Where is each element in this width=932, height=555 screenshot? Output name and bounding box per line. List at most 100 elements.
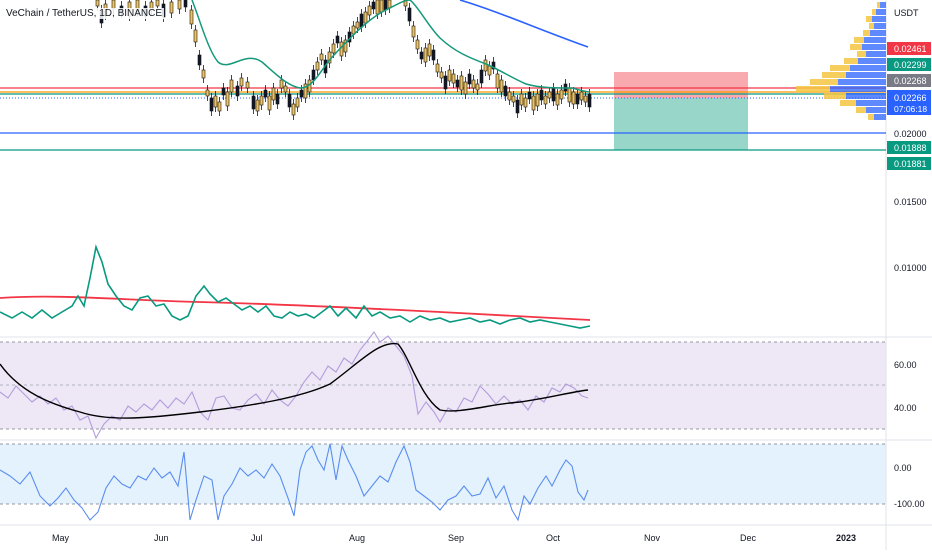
- volume-profile-bar-up: [838, 79, 886, 85]
- volume-profile-bar-down: [877, 2, 880, 8]
- symbol-separator: ,: [112, 8, 118, 19]
- candle-body: [467, 73, 472, 85]
- rsi-ma-line: [0, 342, 589, 419]
- candle-body: [463, 81, 468, 95]
- candle-body: [583, 95, 588, 103]
- candle-body: [299, 89, 304, 98]
- volume-profile-bar-down: [868, 114, 874, 120]
- candle-body: [359, 13, 364, 28]
- candle-body: [303, 83, 308, 99]
- candle-body: [443, 75, 448, 90]
- svg-text:07:06:18: 07:06:18: [894, 104, 927, 114]
- candle-body: [459, 75, 464, 91]
- candle-body: [579, 91, 584, 101]
- candle-body: [571, 91, 576, 105]
- candle-body: [169, 1, 174, 14]
- candle-body: [271, 87, 276, 101]
- candle-body: [343, 39, 348, 53]
- candle-body: [451, 73, 456, 84]
- volume-profile: [796, 2, 886, 120]
- rsi-tick-label: 60.00: [894, 360, 917, 370]
- symbol-exchange: BINANCE: [117, 8, 163, 19]
- volume-profile-bar-up: [872, 16, 886, 22]
- candle-body: [547, 91, 552, 99]
- candle-body: [189, 9, 194, 25]
- candle-body: [225, 91, 230, 107]
- candle-body: [259, 95, 264, 106]
- svg-text:0.02266: 0.02266: [894, 93, 927, 103]
- symbol-title[interactable]: VeChain / TetherUS, 1D, BINANCE: [4, 8, 165, 19]
- candle-body: [367, 5, 372, 16]
- candle-body: [491, 61, 496, 70]
- candle-body: [519, 93, 524, 106]
- candle-body: [511, 95, 516, 103]
- ema-short-line: [191, 0, 591, 93]
- volume-profile-bar-up: [864, 37, 886, 43]
- volume-profile-bar-up: [866, 51, 886, 57]
- volume-profile-bar-up: [846, 93, 886, 99]
- candle-body: [455, 79, 460, 88]
- candle-body: [555, 93, 560, 106]
- price-tag-level[interactable]: 0.02268: [887, 74, 931, 87]
- volume-profile-bar-up: [862, 44, 886, 50]
- candle-body: [267, 95, 272, 111]
- svg-text:0.02268: 0.02268: [894, 76, 927, 86]
- candle-body: [205, 89, 210, 97]
- candle-body: [471, 79, 476, 89]
- candle-body: [221, 87, 226, 96]
- candle-body: [435, 63, 440, 73]
- price-tag-current[interactable]: 0.02266 07:06:18: [887, 90, 931, 115]
- candle-body: [415, 39, 420, 50]
- candle-body: [407, 7, 412, 22]
- volume-profile-bar-up: [880, 2, 886, 8]
- candle-body: [499, 79, 504, 93]
- candle-body: [479, 69, 484, 84]
- candle-body: [531, 95, 536, 111]
- volume-profile-bar-down: [857, 51, 866, 57]
- rsi-tick-label: 40.00: [894, 403, 917, 413]
- candle-body: [419, 51, 424, 60]
- candle-body: [279, 79, 284, 89]
- candle-body: [523, 97, 528, 108]
- volume-profile-bar-up: [870, 30, 886, 36]
- volume-profile-bar-up: [830, 86, 886, 92]
- candle-body: [217, 101, 222, 112]
- volume-profile-bar-up: [856, 100, 886, 106]
- candle-body: [193, 29, 198, 43]
- position-target-zone[interactable]: [614, 98, 748, 150]
- time-label: Nov: [644, 533, 661, 543]
- candle-body: [201, 69, 206, 79]
- candle-body: [209, 97, 214, 112]
- volume-profile-bar-down: [850, 44, 862, 50]
- candle-body: [295, 97, 300, 108]
- rsi-line: [0, 331, 589, 440]
- candle-body: [263, 89, 268, 98]
- svg-text:0.02461: 0.02461: [894, 44, 927, 54]
- volume-profile-bar-up: [874, 23, 886, 29]
- price-tick-label: 0.01500: [894, 197, 927, 207]
- volume-profile-bar-down: [830, 65, 850, 71]
- candle-body: [213, 95, 218, 108]
- candle-body: [447, 69, 452, 82]
- candle-body: [559, 89, 564, 100]
- candle-body: [375, 0, 380, 15]
- time-label: Aug: [349, 533, 365, 543]
- candle-body: [567, 87, 572, 103]
- price-tag-target[interactable]: 0.01881: [887, 157, 931, 170]
- candle-body: [255, 99, 260, 112]
- candle-body: [283, 85, 288, 93]
- volume-profile-bar-up: [866, 107, 886, 113]
- candle-body: [183, 0, 188, 8]
- candle-body: [319, 53, 324, 61]
- price-tag-resistance[interactable]: 0.02299: [887, 58, 931, 71]
- price-tag-stop[interactable]: 0.02461: [887, 42, 931, 55]
- price-tag-support[interactable]: 0.01888: [887, 141, 931, 154]
- volume-profile-bar-down: [822, 72, 846, 78]
- candle-body: [155, 0, 160, 7]
- candle-body: [475, 83, 480, 91]
- candle-body: [235, 85, 240, 97]
- price-tick-label: 0.01000: [894, 263, 927, 273]
- ema-long-line: [459, 0, 589, 48]
